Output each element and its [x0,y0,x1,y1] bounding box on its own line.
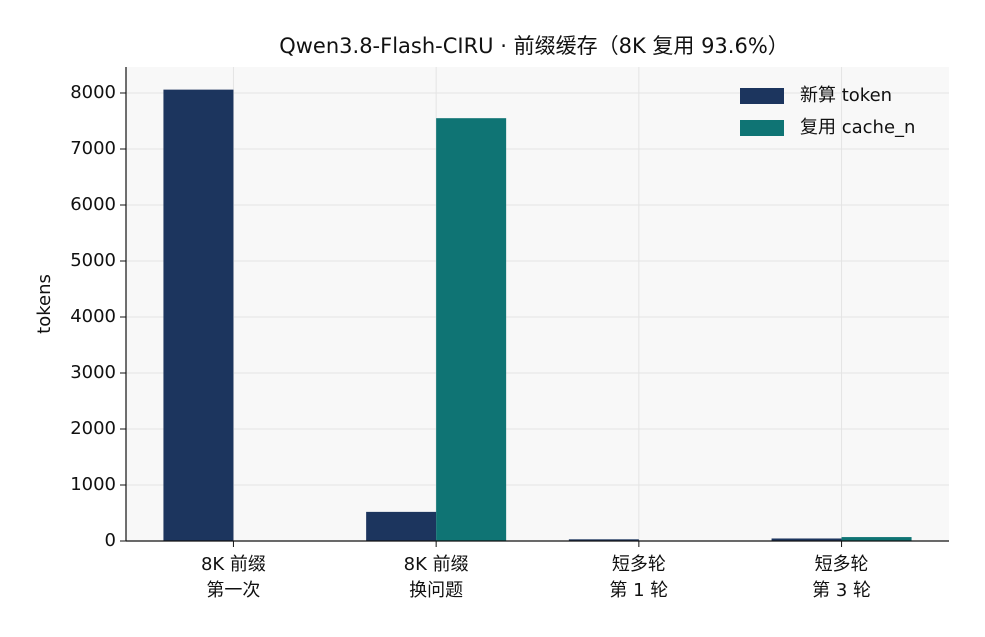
x-tick-label: 8K 前缀 [201,554,266,575]
x-tick-label: 短多轮 [612,554,666,575]
legend-label: 新算 token [800,85,892,106]
y-axis-label: tokens [34,274,55,334]
bar [163,89,234,542]
y-tick-label: 3000 [70,362,116,383]
y-tick-label: 2000 [70,418,116,439]
legend-swatch [740,120,784,136]
y-tick-label: 4000 [70,306,116,327]
y-tick-label: 1000 [70,474,116,495]
chart-title: Qwen3.8-Flash-CIRU · 前缀缓存（8K 复用 93.6%） [279,34,789,58]
x-tick-label: 第一次 [206,580,260,601]
bar [771,538,842,541]
x-tick-label: 8K 前缀 [404,554,469,575]
legend-swatch [740,88,784,104]
y-tick-label: 6000 [70,194,116,215]
y-tick-label: 7000 [70,138,116,159]
x-tick-label: 换问题 [409,580,463,601]
x-tick-label: 第 1 轮 [609,580,668,601]
legend-label: 复用 cache_n [800,117,915,138]
y-tick-label: 0 [105,530,116,551]
y-tick-label: 8000 [70,82,116,103]
y-tick-label: 5000 [70,250,116,271]
bar [366,511,437,541]
bar [436,118,507,541]
x-tick-label: 第 3 轮 [812,580,871,601]
x-tick-label: 短多轮 [815,554,869,575]
bar [841,537,912,541]
bar [568,539,639,541]
plot-area [126,67,949,541]
